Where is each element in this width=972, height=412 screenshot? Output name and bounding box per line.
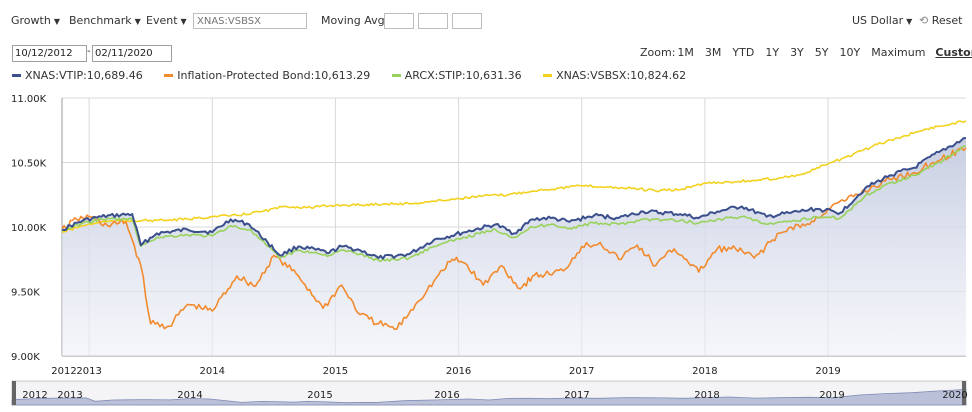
currency-dropdown[interactable]: US Dollar ▼ <box>852 14 912 27</box>
navigator-right-handle[interactable] <box>962 381 966 405</box>
vtip-line <box>61 137 966 260</box>
moving-avg-input-2[interactable] <box>418 13 448 29</box>
legend-label-bond: Inflation-Protected Bond:10,613.29 <box>177 69 371 82</box>
swatch-vtip <box>12 73 21 77</box>
y-tick-label: 9.50K <box>11 288 40 299</box>
zoom-option-3y[interactable]: 3Y <box>790 46 804 59</box>
currency-label: US Dollar <box>852 14 904 27</box>
legend-item-stip[interactable]: ARCX:STIP:10,631.36 <box>391 69 522 82</box>
end-date-input[interactable] <box>92 45 172 62</box>
x-tick-label: 2017 <box>569 366 594 377</box>
navigator-label: 2016 <box>434 390 459 401</box>
zoom-label: Zoom: <box>640 46 676 59</box>
x-tick-label: 2012 <box>51 366 76 377</box>
y-tick-label: 10.00K <box>11 223 47 234</box>
benchmark-dropdown[interactable]: Benchmark ▼ <box>69 14 141 27</box>
navigator-label: 2014 <box>177 390 202 401</box>
zoom-option-ytd[interactable]: YTD <box>732 46 755 59</box>
zoom-option-maximum[interactable]: Maximum <box>871 46 926 59</box>
navigator-label: 2020 <box>942 390 967 401</box>
zoom-option-5y[interactable]: 5Y <box>814 46 829 59</box>
navigator-label: 2017 <box>564 390 589 401</box>
vsbsx-line <box>61 120 967 233</box>
moving-avg-input-1[interactable] <box>384 13 414 29</box>
zoom-custom[interactable]: Custom <box>935 46 972 59</box>
x-tick-label: 2015 <box>323 366 348 377</box>
legend: XNAS:VTIP:10,689.46 Inflation-Protected … <box>12 69 704 82</box>
legend-item-vsbsx[interactable]: XNAS:VSBSX:10,824.62 <box>543 69 686 82</box>
caret-down-icon: ▼ <box>53 17 60 26</box>
navigator-label: 2018 <box>694 390 719 401</box>
y-tick-label: 9.00K <box>11 352 40 363</box>
reset-icon: ⟲ <box>919 14 929 27</box>
legend-label-vtip: XNAS:VTIP:10,689.46 <box>25 69 143 82</box>
caret-down-icon: ▼ <box>180 17 187 26</box>
navigator-label: 2019 <box>819 390 844 401</box>
reset-button[interactable]: ⟲ Reset <box>919 14 962 27</box>
start-date-input[interactable] <box>12 45 87 62</box>
legend-label-stip: ARCX:STIP:10,631.36 <box>404 69 522 82</box>
bond-line <box>61 147 967 331</box>
growth-dropdown[interactable]: Growth ▼ <box>11 14 60 27</box>
x-tick-label: 2014 <box>200 366 225 377</box>
navigator-label: 2015 <box>307 390 332 401</box>
navigator-left-handle[interactable] <box>12 381 16 405</box>
zoom-option-3m[interactable]: 3M <box>704 46 722 59</box>
zoom-option-1m[interactable]: 1M <box>677 46 694 59</box>
benchmark-label: Benchmark <box>69 14 132 27</box>
y-tick-label: 10.50K <box>11 159 47 170</box>
moving-avg-input-3[interactable] <box>452 13 482 29</box>
reset-label: Reset <box>931 14 963 27</box>
zoom-bar: Zoom:1M 3M YTD 1Y 3Y 5Y 10Y Maximum Custom <box>640 46 972 59</box>
legend-item-vtip[interactable]: XNAS:VTIP:10,689.46 <box>12 69 143 82</box>
x-tick-label: 2019 <box>815 366 840 377</box>
caret-down-icon: ▼ <box>906 17 913 26</box>
navigator-series <box>11 388 967 406</box>
x-tick-label: 2016 <box>446 366 471 377</box>
navigator-label: 2012 <box>22 390 47 401</box>
vtip-area <box>62 138 966 356</box>
swatch-vsbsx <box>543 73 553 77</box>
swatch-stip <box>391 73 401 77</box>
swatch-bond <box>164 73 174 77</box>
y-tick-label: 11.00K <box>11 94 47 105</box>
legend-label-vsbsx: XNAS:VSBSX:10,824.62 <box>556 69 687 82</box>
growth-label: Growth <box>11 14 51 27</box>
toolbar: Growth▼ Benchmark▼ Event▼ Moving Avg US … <box>0 0 972 44</box>
x-tick-label: 2018 <box>692 366 717 377</box>
x-tick-label: 2013 <box>76 366 101 377</box>
caret-down-icon: ▼ <box>134 17 141 26</box>
date-separator: - <box>87 46 91 57</box>
stip-line <box>61 144 967 262</box>
event-dropdown[interactable]: Event ▼ <box>146 14 187 27</box>
moving-avg-label: Moving Avg <box>321 14 385 27</box>
navigator-label: 2013 <box>57 390 82 401</box>
event-label: Event <box>146 14 178 27</box>
zoom-option-10y[interactable]: 10Y <box>839 46 861 59</box>
legend-item-bond[interactable]: Inflation-Protected Bond:10,613.29 <box>164 69 370 82</box>
symbol-search-input[interactable] <box>193 13 307 29</box>
zoom-option-1y[interactable]: 1Y <box>765 46 780 59</box>
